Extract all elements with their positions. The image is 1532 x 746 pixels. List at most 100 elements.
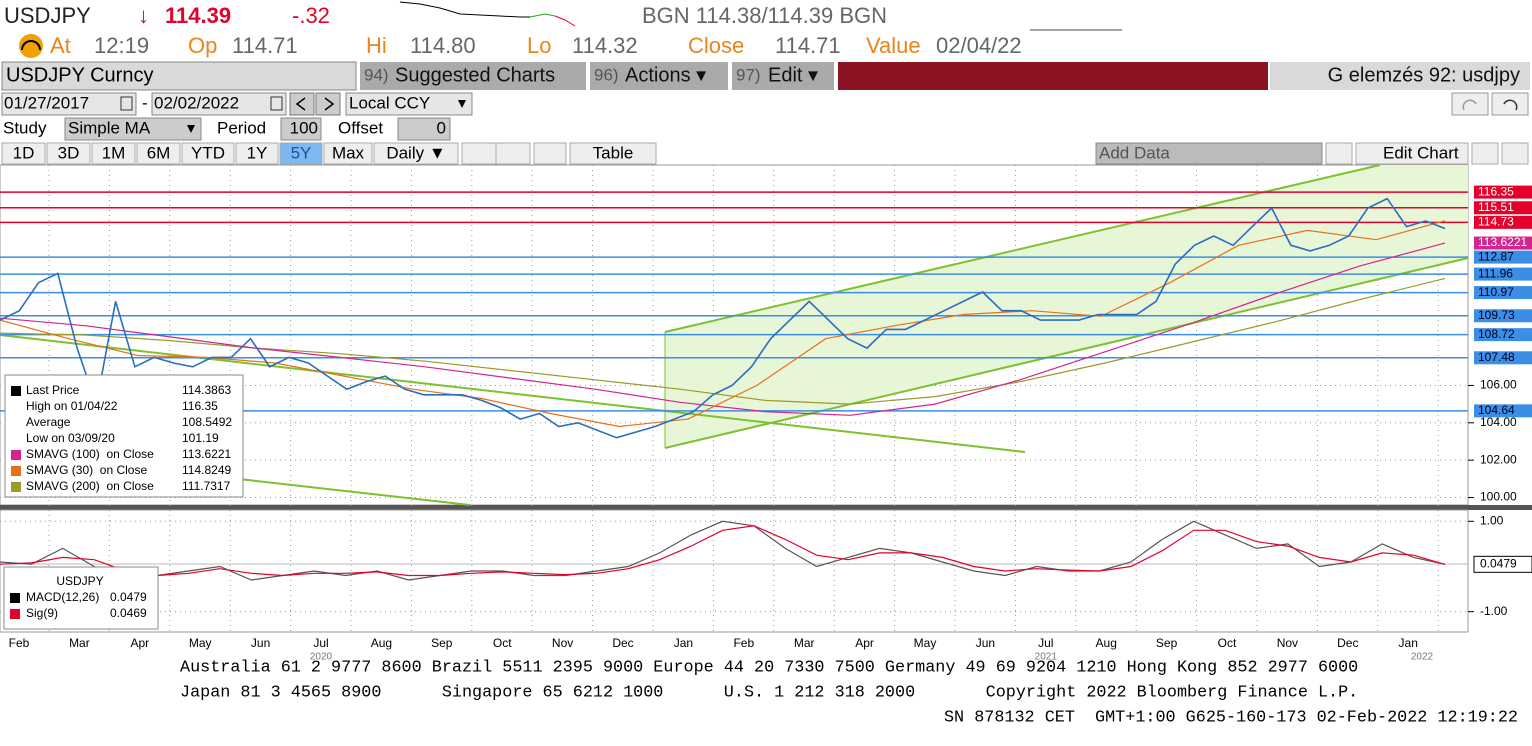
year-label: 2020 — [310, 652, 333, 663]
x-tick-label: Jan — [674, 636, 693, 650]
tab-label[interactable]: 5Y — [291, 143, 312, 162]
currency[interactable]: Local CCY — [349, 93, 430, 112]
period-box[interactable] — [280, 117, 322, 141]
price-tag-label: 104.64 — [1478, 403, 1515, 417]
label: Value — [866, 33, 921, 58]
tab-label[interactable]: 1D — [13, 143, 35, 162]
tab[interactable] — [1, 142, 46, 165]
legend-swatch — [11, 482, 21, 492]
bid-ask: BGN 114.38/114.39 BGN — [642, 3, 887, 28]
x-tick-label: Mar — [794, 636, 815, 650]
add-data-box[interactable] — [1095, 142, 1323, 165]
tab-label[interactable]: 1M — [102, 143, 126, 162]
button[interactable] — [590, 62, 728, 90]
x-tick-label: Feb — [9, 636, 30, 650]
date-box[interactable] — [1, 92, 137, 116]
price-tag-label: 109.73 — [1478, 308, 1515, 322]
tab[interactable] — [46, 142, 91, 165]
tab[interactable] — [279, 142, 323, 165]
tab-label[interactable]: 1Y — [247, 143, 268, 162]
tab[interactable] — [235, 142, 279, 165]
study-box[interactable] — [64, 117, 202, 141]
undo-button[interactable] — [1451, 92, 1489, 116]
gear-button[interactable] — [1501, 142, 1529, 165]
legend-swatch — [11, 386, 21, 396]
button-number: 97) — [736, 65, 761, 84]
button-number: 96) — [594, 65, 619, 84]
series-line — [0, 197, 1446, 439]
study-type[interactable]: Simple MA — [68, 118, 151, 137]
redo-icon — [1503, 99, 1518, 111]
x-tick-label: Jul — [313, 636, 328, 650]
tab-label[interactable]: Max — [332, 143, 365, 162]
add-data[interactable]: Add Data — [1099, 143, 1170, 162]
tab[interactable] — [136, 142, 181, 165]
value-tag-label: 0.0479 — [1480, 556, 1517, 570]
edit-chart-button[interactable] — [1355, 142, 1469, 165]
tool-button[interactable] — [461, 142, 497, 165]
start-date[interactable]: 01/27/2017 — [4, 93, 89, 112]
footer-line: Australia 61 2 9777 8600 Brazil 5511 239… — [180, 658, 1358, 677]
calendar-icon[interactable] — [270, 96, 283, 111]
series-line — [0, 220, 1446, 428]
x-tick-label: Aug — [1096, 636, 1117, 650]
date-box[interactable] — [151, 92, 287, 116]
prev-button[interactable] — [289, 92, 315, 116]
tab[interactable] — [181, 142, 235, 165]
dash: - — [142, 93, 148, 112]
end-date[interactable]: 02/02/2022 — [154, 93, 239, 112]
redo-button[interactable] — [1491, 92, 1529, 116]
tab-label[interactable]: Daily ▼ — [386, 143, 445, 162]
offset-box[interactable] — [397, 117, 451, 141]
security-box[interactable] — [1, 61, 357, 91]
button[interactable] — [732, 62, 834, 90]
label: Op — [188, 33, 217, 58]
legend-label: Sig(9) — [26, 606, 58, 620]
legend-label: SMAVG (100) on Close — [26, 447, 154, 461]
tab[interactable] — [91, 142, 136, 165]
price-tag — [1474, 404, 1532, 418]
y-tick-label: 100.00 — [1480, 490, 1517, 504]
next-icon — [324, 97, 335, 111]
security[interactable]: USDJPY Curncy — [6, 64, 153, 86]
value-tag — [1473, 555, 1532, 573]
price-tag — [1474, 267, 1532, 281]
tool-button[interactable] — [533, 142, 567, 165]
tab[interactable] — [323, 142, 373, 165]
value: 02/04/22 — [936, 33, 1022, 58]
calendar-icon[interactable] — [120, 96, 133, 111]
arrow: ↓ — [138, 3, 149, 28]
tool-button[interactable] — [495, 142, 531, 165]
tab-label[interactable]: 6M — [147, 143, 171, 162]
y-tick-label: 1.00 — [1480, 513, 1504, 527]
tab-label[interactable]: 3D — [58, 143, 80, 162]
edit-chart[interactable]: Edit Chart — [1383, 143, 1459, 162]
x-tick-label: May — [914, 636, 937, 650]
button-label[interactable]: Actions ▾ — [625, 64, 706, 86]
button[interactable] — [360, 62, 586, 90]
tab[interactable] — [373, 142, 459, 165]
x-tick-label: May — [189, 636, 212, 650]
button-label[interactable]: Suggested Charts — [395, 64, 555, 86]
collapse-button[interactable] — [1325, 142, 1353, 165]
next-button[interactable] — [315, 92, 341, 116]
tab-label[interactable]: YTD — [191, 143, 225, 162]
study-label: Study — [3, 118, 47, 137]
tab[interactable] — [569, 142, 657, 165]
value: 114.71 — [775, 33, 841, 58]
settings-button[interactable] — [1471, 142, 1499, 165]
offset-label: Offset — [338, 118, 383, 137]
series-line — [0, 520, 1446, 581]
x-tick-label: Dec — [612, 636, 633, 650]
tab-label[interactable]: Table — [593, 143, 634, 162]
currency-box[interactable] — [345, 92, 473, 116]
button-label[interactable]: Edit ▾ — [768, 64, 818, 86]
period[interactable]: 100 — [290, 118, 318, 137]
offset[interactable]: 0 — [437, 118, 446, 137]
footer-line: Japan 81 3 4565 8900 Singapore 65 6212 1… — [180, 683, 1358, 702]
x-tick-label: Apr — [855, 636, 874, 650]
legend-label: Last Price — [26, 383, 80, 397]
period-label: Period — [217, 118, 266, 137]
legend-label: High on 01/04/22 — [26, 399, 118, 413]
x-tick-label: Mar — [69, 636, 90, 650]
